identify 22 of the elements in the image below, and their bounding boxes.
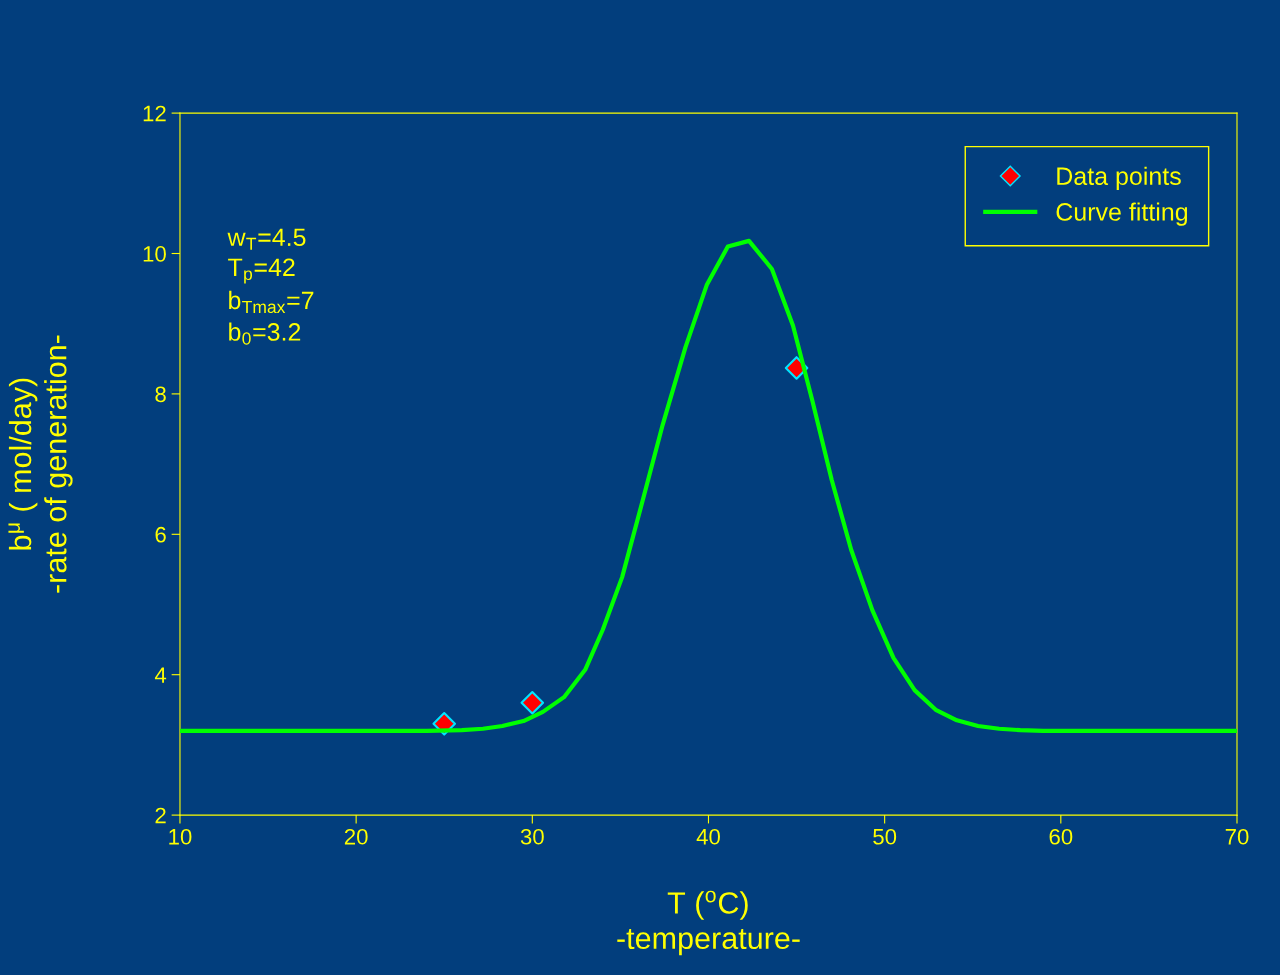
point [520,690,545,715]
x-tick-label: 50 [873,828,897,845]
y-tick-label: 8 [155,386,166,403]
annotation: b$_{Tmax}$=7 [229,290,314,314]
y-tick-label: 2 [155,807,166,824]
x-tick-label: 70 [1225,828,1249,845]
annotation: w$_{T}$=4.5 [227,228,306,250]
y-tick-label: 10 [143,246,166,262]
x-tick-label: 60 [1049,828,1073,845]
annotation: T$_{p}$=42 [228,258,295,284]
y-axis-title: b$^{μ}$ ( mol/day) -rate of generation- [8,335,73,593]
y-tick-label: 6 [155,526,166,543]
x-axis-title: T ($^{o}$C) -temperature- [617,890,800,956]
x-tick-label: 20 [344,828,368,845]
annotation: b$_{0}$=3.2 [229,322,301,345]
x-tick-label: 40 [696,828,720,845]
x-tick-label: 10 [169,828,192,845]
y-tick-label: 12 [143,105,166,122]
legend-label: Data points [1057,166,1181,190]
x-tick-label: 30 [520,828,544,845]
legend-label: Curve fitting [1056,202,1188,226]
y-tick-label: 4 [154,667,167,683]
